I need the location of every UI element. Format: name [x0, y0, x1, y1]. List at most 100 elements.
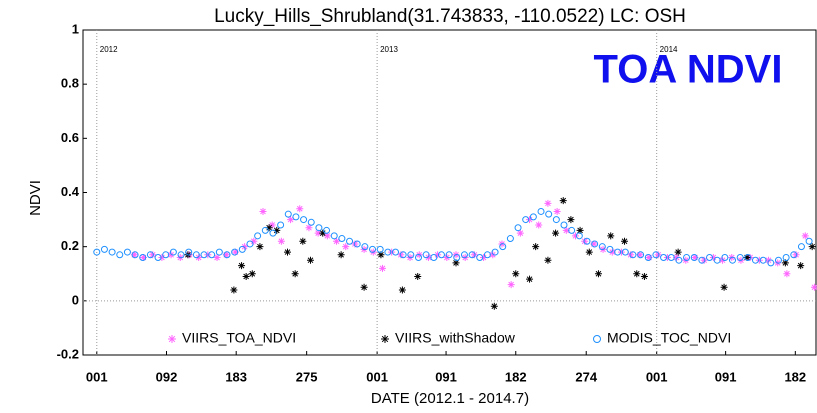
x-tick-label: 091 [715, 369, 737, 384]
point [801, 232, 809, 240]
point [185, 248, 193, 256]
point [567, 216, 575, 224]
point [713, 256, 721, 264]
point [399, 251, 407, 259]
point [797, 262, 805, 270]
x-tick-label: 092 [156, 369, 178, 384]
point [392, 248, 400, 256]
point [284, 248, 292, 256]
point [532, 243, 540, 251]
point [337, 251, 345, 259]
point [369, 245, 377, 253]
point [545, 210, 553, 218]
point [598, 243, 606, 251]
point [499, 243, 507, 251]
point [629, 251, 637, 259]
point [146, 251, 154, 259]
point [100, 245, 108, 253]
point [248, 270, 256, 278]
legend-item: MODIS_TOC_NDVI [593, 330, 731, 346]
point [342, 243, 350, 251]
point [284, 210, 292, 218]
point [491, 248, 499, 256]
point [783, 270, 791, 278]
point [231, 248, 239, 256]
point [633, 270, 641, 278]
point [529, 213, 537, 221]
point [483, 251, 491, 259]
point [177, 251, 185, 259]
y-tick-label: 1 [72, 21, 79, 36]
point [323, 226, 331, 234]
point [273, 226, 281, 234]
point [673, 254, 681, 261]
point [637, 251, 645, 259]
point [353, 240, 361, 248]
y-tick-label: -0.2 [57, 346, 79, 361]
point [526, 216, 534, 224]
point [414, 272, 422, 280]
point [323, 232, 331, 240]
legend-item: VIIRS_withShadow [381, 330, 516, 346]
point [254, 232, 262, 240]
point [621, 237, 629, 245]
point [242, 272, 250, 280]
point [617, 248, 625, 256]
point [636, 251, 644, 259]
point [614, 248, 622, 256]
legend-label: VIIRS_TOA_NDVI [182, 330, 296, 346]
point [782, 254, 790, 261]
point [552, 229, 560, 237]
chart-title: Lucky_Hills_Shrubland(31.743833, -110.05… [214, 6, 686, 27]
point [195, 254, 203, 261]
point [808, 243, 816, 251]
point [250, 237, 258, 245]
point [305, 224, 313, 232]
point [169, 248, 177, 256]
point [407, 251, 415, 259]
point [158, 254, 166, 261]
point [792, 251, 800, 259]
point [640, 272, 648, 280]
point [729, 256, 737, 264]
point [397, 251, 405, 259]
point [139, 254, 147, 261]
point [759, 256, 767, 264]
point [230, 286, 238, 294]
x-tick-label: 091 [435, 369, 457, 384]
point [585, 248, 593, 256]
point [544, 256, 552, 264]
point [430, 254, 438, 261]
point [700, 256, 708, 264]
point [299, 237, 307, 245]
point [443, 254, 451, 261]
point [468, 251, 476, 259]
point [544, 199, 552, 207]
point [490, 302, 498, 310]
point [506, 235, 514, 243]
point [751, 256, 759, 264]
point [480, 254, 488, 261]
point [691, 254, 699, 261]
point [571, 232, 579, 240]
point [131, 251, 139, 259]
x-tick-label: 001 [366, 369, 388, 384]
point [553, 207, 561, 215]
legend-marker [593, 335, 601, 343]
point [767, 259, 775, 267]
point [512, 270, 520, 278]
point [552, 216, 560, 224]
point [241, 243, 249, 251]
x-tick-label: 001 [646, 369, 668, 384]
point [291, 270, 299, 278]
point [167, 251, 175, 259]
point [333, 237, 341, 245]
point [140, 254, 148, 261]
point [204, 251, 212, 259]
point [476, 254, 484, 261]
point [514, 224, 522, 232]
point [208, 251, 216, 259]
point [568, 226, 576, 234]
point [522, 216, 530, 224]
point [246, 240, 254, 248]
